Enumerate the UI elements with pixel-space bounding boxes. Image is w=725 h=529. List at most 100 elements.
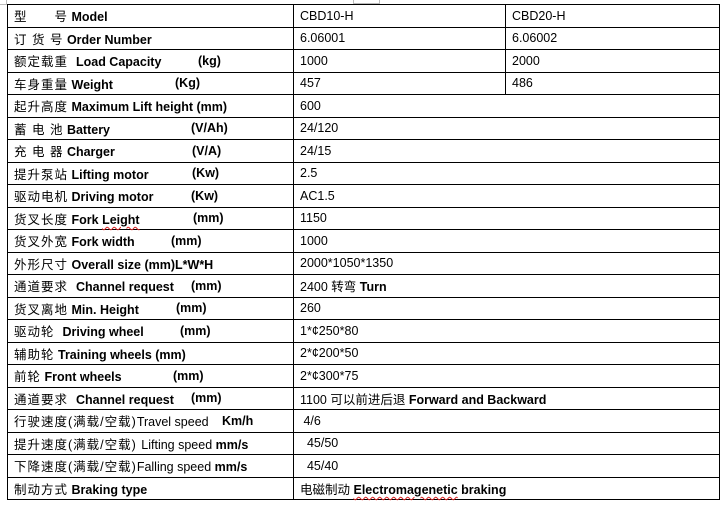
label-chinese: 提升泵站 <box>14 167 69 182</box>
label-chinese: 订 货 号 <box>14 32 64 47</box>
label-chinese: 行驶速度(满载/空载) <box>14 415 137 430</box>
label-unit: (mm) <box>176 301 207 316</box>
label-chinese: 货叉长度 <box>14 212 69 227</box>
spec-label: 提升速度(满载/空载) Lifting speed mm/s <box>7 431 294 455</box>
spec-label: 货叉外宽 Fork width (mm) <box>7 229 294 253</box>
table-row: 制动方式 Braking type 电磁制动 Electromagenetic b… <box>7 476 720 500</box>
spec-value: 2.5 <box>293 161 720 185</box>
spec-label: 起升高度 Maximum Lift height (mm) <box>7 94 294 118</box>
value-english: Electromagenetic braking <box>353 482 507 497</box>
label-unit: (Kw) <box>191 188 219 203</box>
label-unit: (V/Ah) <box>191 121 228 136</box>
label-chinese: 额定载重 <box>14 55 73 70</box>
label-english: Training wheels (mm) <box>58 347 186 362</box>
table-row: 额定载重 Load Capacity (kg) 1000 2000 <box>7 49 720 73</box>
spec-label: 辅助轮 Training wheels (mm) <box>7 341 294 365</box>
spec-value: 45/50 <box>293 431 720 455</box>
spec-table: 型 号 Model CBD10-H CBD20-H 订 货 号 Order Numbe… <box>7 4 720 500</box>
label-chinese: 驱动轮 <box>14 325 59 340</box>
label-english: Driving wheel <box>62 325 144 340</box>
corner-marker <box>353 0 380 4</box>
label-chinese: 车身重量 <box>14 77 69 92</box>
spec-value: 2000 <box>505 49 720 73</box>
label-english: Channel request <box>75 280 174 295</box>
label-english: Battery <box>66 122 111 137</box>
spec-value: 457 <box>293 71 506 95</box>
spec-value: CBD20-H <box>505 4 720 28</box>
spec-value: 电磁制动 Electromagenetic braking <box>293 476 720 500</box>
spec-label: 提升泵站 Lifting motor (Kw) <box>7 161 294 185</box>
label-unit: (mm) <box>173 368 204 383</box>
label-english: Lifting speed <box>141 437 213 452</box>
table-row: 蓄 电 池 Battery (V/Ah) 24/120 <box>7 116 720 140</box>
label-chinese: 起升高度 <box>14 100 69 115</box>
label-chinese: 货叉外宽 <box>14 235 69 250</box>
spec-value: 6.06001 <box>293 26 506 50</box>
label-unit: (mm) <box>191 391 222 406</box>
spec-label: 额定载重 Load Capacity (kg) <box>7 49 294 73</box>
spec-value: 2*¢200*50 <box>293 341 720 365</box>
label-chinese: 前轮 <box>14 370 42 385</box>
table-row: 型 号 Model CBD10-H CBD20-H <box>7 4 720 28</box>
label-english: Maximum Lift height (mm) <box>71 100 228 115</box>
spec-label: 下降速度(满载/空载)Falling speed mm/s <box>7 454 294 478</box>
spec-value: 486 <box>505 71 720 95</box>
spec-label: 充 电 器 Charger (V/A) <box>7 139 294 163</box>
label-english: Min. Height <box>71 302 139 317</box>
label-unit: (mm) <box>191 278 222 293</box>
table-row: 驱动电机 Driving motor (Kw) AC1.5 <box>7 184 720 208</box>
label-unit: (mm) <box>171 233 202 248</box>
label-english: Braking type <box>71 482 148 497</box>
table-row: 货叉外宽 Fork width (mm) 1000 <box>7 229 720 253</box>
spec-label: 驱动电机 Driving motor (Kw) <box>7 184 294 208</box>
label-unit: (mm) <box>193 211 224 226</box>
label-english: Channel request <box>75 392 174 407</box>
table-row: 订 货 号 Order Number 6.06001 6.06002 <box>7 26 720 50</box>
spec-label: 蓄 电 池 Battery (V/Ah) <box>7 116 294 140</box>
label-chinese: 下降速度(满载/空载) <box>14 460 137 475</box>
spec-value: 1100 可以前进后退 Forward and Backward <box>293 386 720 410</box>
label-chinese: 外形尺寸 <box>14 257 69 272</box>
label-unit: (Kw) <box>192 166 220 181</box>
spec-value: 24/120 <box>293 116 720 140</box>
label-english: Model <box>71 10 108 25</box>
spec-value: 4/6 <box>293 409 720 433</box>
spec-label: 行驶速度(满载/空载)Travel speed Km/h <box>7 409 294 433</box>
spec-value: 2000*1050*1350 <box>293 251 720 275</box>
label-chinese: 制动方式 <box>14 482 69 497</box>
spec-value: 1000 <box>293 49 506 73</box>
table-row: 前轮 Front wheels (mm) 2*¢300*75 <box>7 364 720 388</box>
spec-label: 外形尺寸 Overall size (mm)L*W*H <box>7 251 294 275</box>
label-unit: (mm) <box>180 323 211 338</box>
label-chinese: 型 号 <box>14 10 69 25</box>
label-chinese: 通道要求 <box>14 280 73 295</box>
label-english: Load Capacity <box>75 55 162 70</box>
table-row: 车身重量 Weight (Kg) 457 486 <box>7 71 720 95</box>
label-english: Front wheels <box>44 370 122 385</box>
label-english: Travel speed <box>136 415 209 430</box>
label-english: Weight <box>71 77 113 92</box>
spec-label: 通道要求 Channel request (mm) <box>7 274 294 298</box>
table-row: 提升速度(满载/空载) Lifting speed mm/s 45/50 <box>7 431 720 455</box>
label-chinese: 货叉离地 <box>14 302 69 317</box>
label-english: Overall size (mm)L*W*H <box>71 257 214 272</box>
label-unit: (Kg) <box>175 76 200 91</box>
label-chinese: 充 电 器 <box>14 145 64 160</box>
spec-value: 45/40 <box>293 454 720 478</box>
label-chinese: 辅助轮 <box>14 347 55 362</box>
spec-label: 制动方式 Braking type <box>7 476 294 500</box>
spec-value: 600 <box>293 94 720 118</box>
spec-value: 1150 <box>293 206 720 230</box>
table-row: 辅助轮 Training wheels (mm) 2*¢200*50 <box>7 341 720 365</box>
table-row: 货叉长度 Fork Leight (mm) 1150 <box>7 206 720 230</box>
table-row: 通道要求 Channel request (mm) 2400 转弯 Turn <box>7 274 720 298</box>
label-english: Order Number <box>66 32 152 47</box>
spec-value: 24/15 <box>293 139 720 163</box>
spec-value: 260 <box>293 296 720 320</box>
label-english: Driving motor <box>71 190 154 205</box>
table-row: 驱动轮 Driving wheel (mm) 1*¢250*80 <box>7 319 720 343</box>
table-row: 通道要求 Channel request (mm) 1100 可以前进后退 Forw… <box>7 386 720 410</box>
value-english: Turn <box>359 280 387 295</box>
spec-value: 1000 <box>293 229 720 253</box>
label-english: Falling speed <box>136 460 212 475</box>
